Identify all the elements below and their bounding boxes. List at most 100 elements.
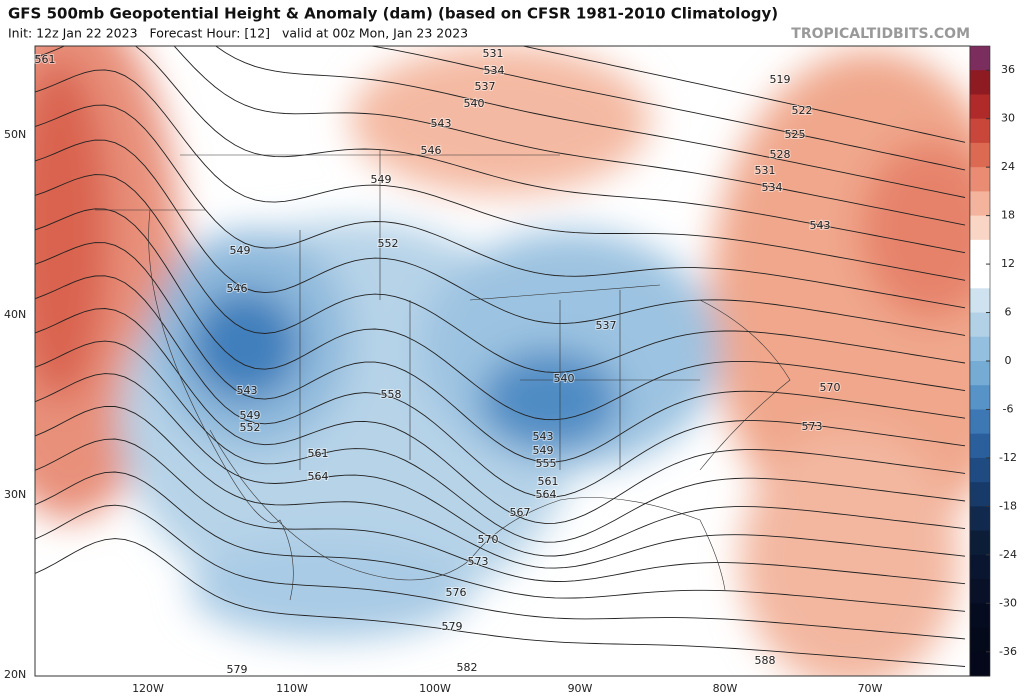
colorbar-segment	[970, 361, 990, 386]
contour-label: 549	[533, 444, 554, 457]
contour-label: 573	[802, 420, 823, 433]
contour-line	[35, 340, 966, 543]
lat-label: 30N	[4, 488, 26, 501]
contour-label: 546	[227, 282, 248, 295]
contour-label: 579	[227, 663, 248, 676]
contour-line	[35, 405, 966, 569]
contour-label: 561	[308, 447, 329, 460]
colorbar-segment	[970, 167, 990, 192]
subtitle: Init: 12z Jan 22 2023 Forecast Hour: [12…	[8, 26, 468, 41]
contour-label: 579	[442, 620, 463, 633]
contour-label: 561	[35, 53, 56, 66]
colorbar-tick-label: 12	[1001, 257, 1015, 270]
colorbar-tick-label: -6	[1003, 402, 1014, 415]
contour-label: 564	[536, 488, 557, 501]
contour-line	[214, 46, 966, 198]
watermark: TROPICALTIDBITS.COM	[791, 26, 970, 42]
colorbar-segment	[970, 530, 990, 556]
lon-label: 70W	[858, 682, 883, 695]
contour-line	[35, 308, 966, 524]
contour-label: 519	[770, 73, 791, 86]
contour-line	[35, 104, 966, 309]
contour-label: 552	[378, 237, 399, 250]
colorbar-segment	[970, 264, 990, 289]
colorbar-segment	[970, 70, 990, 95]
contour-line	[35, 504, 966, 640]
contour-line	[35, 538, 966, 667]
colorbar-segment	[970, 94, 990, 120]
lat-label: 50N	[4, 128, 26, 141]
colorbar-segment	[970, 651, 990, 677]
colorbar-segment	[970, 118, 990, 144]
contour-label: 561	[538, 475, 559, 488]
colorbar-segment	[970, 409, 990, 435]
contour-line	[35, 46, 966, 254]
contour-label: 576	[446, 586, 467, 599]
contour-label: 525	[785, 128, 806, 141]
colorbar-segment	[970, 215, 990, 241]
colorbar-segment	[970, 288, 990, 314]
contour-label: 570	[820, 381, 841, 394]
contour-label: 531	[483, 47, 504, 60]
colorbar-segment	[970, 239, 990, 265]
lat-label: 40N	[4, 308, 26, 321]
contour-label: 588	[755, 654, 776, 667]
colorbar-segment	[970, 457, 990, 483]
boundaries	[95, 150, 791, 601]
contour-label: 531	[755, 164, 776, 177]
colorbar-tick-label: -12	[999, 451, 1017, 464]
colorbar-segment	[970, 554, 990, 580]
contour-line	[35, 174, 966, 373]
colorbar-tick-label: 0	[1005, 354, 1012, 367]
contour-label: 582	[457, 661, 478, 674]
contour-label: 570	[478, 533, 499, 546]
contour-label: 537	[475, 80, 496, 93]
contour-line	[35, 139, 966, 336]
height-contours	[35, 46, 966, 667]
contour-line	[521, 46, 966, 143]
lon-label: 120W	[132, 682, 164, 695]
contour-line	[35, 69, 966, 281]
contour-line	[368, 46, 966, 171]
contour-label: 543	[810, 219, 831, 232]
contour-label: 549	[371, 173, 392, 186]
colorbar-tick-label: 30	[1001, 112, 1015, 125]
lon-label: 80W	[713, 682, 738, 695]
contour-label: 522	[792, 104, 813, 117]
colorbar-segment	[970, 627, 990, 653]
colorbar-segment	[970, 312, 990, 338]
colorbar-segment	[970, 142, 990, 168]
colorbar-segment	[970, 482, 990, 507]
contour-label: 564	[308, 470, 329, 483]
colorbar-tick-label: 18	[1001, 209, 1015, 222]
colorbar-segment	[970, 385, 990, 410]
colorbar-tick-label: 24	[1001, 160, 1015, 173]
colorbar: 36 30 24 18 12 6 0 -6 -12 -18 -24 -30 -36	[969, 45, 1017, 677]
colorbar-segment	[970, 579, 990, 604]
contour-line	[173, 46, 966, 226]
contour-label: 552	[240, 421, 261, 434]
title: GFS 500mb Geopotential Height & Anomaly …	[8, 5, 778, 23]
contour-line	[35, 208, 966, 421]
contour-label: 558	[381, 388, 402, 401]
colorbar-segment	[970, 46, 990, 71]
contour-label: 543	[431, 117, 452, 130]
lon-label: 110W	[276, 682, 308, 695]
lon-label: 90W	[568, 682, 593, 695]
colorbar-tick-label: -18	[999, 499, 1017, 512]
contour-label: 534	[484, 64, 505, 77]
contour-line	[35, 373, 966, 557]
contour-label: 543	[533, 430, 554, 443]
colorbar-segment	[970, 506, 990, 532]
colorbar-tick-label: 6	[1005, 306, 1012, 319]
colorbar-tick-label: 36	[1001, 63, 1015, 76]
contour-label: 549	[230, 244, 251, 257]
colorbar-tick-label: -36	[999, 645, 1017, 658]
contour-label: 537	[596, 319, 617, 332]
contour-label: 540	[554, 372, 575, 385]
colorbar-tick-label: -24	[999, 548, 1017, 561]
contour-line	[35, 438, 966, 585]
contour-label: 567	[510, 506, 531, 519]
